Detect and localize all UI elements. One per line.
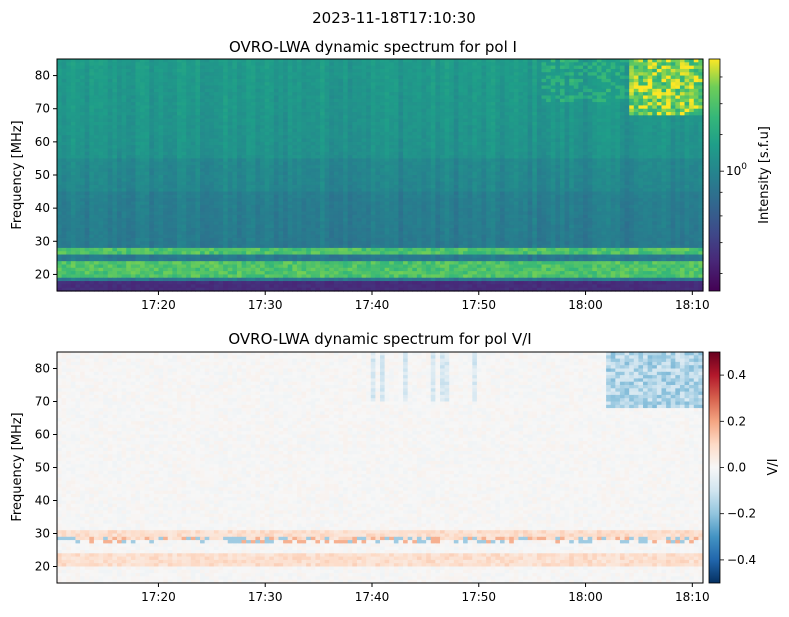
y-tick-label: 60 [35, 135, 50, 149]
colorbar-tick-label: −0.4 [727, 553, 756, 567]
x-tick-label: 18:00 [568, 298, 603, 312]
y-tick-label: 70 [35, 102, 50, 116]
panel-i-ylabel: Frequency [MHz] [10, 120, 25, 229]
y-tick-label: 70 [35, 395, 50, 409]
x-tick-label: 17:30 [248, 298, 283, 312]
y-tick-label: 30 [35, 527, 50, 541]
y-tick-label: 30 [35, 234, 50, 248]
x-tick-label: 18:10 [675, 298, 710, 312]
x-tick-label: 17:50 [461, 298, 496, 312]
figure-suptitle: 2023-11-18T17:10:30 [312, 9, 476, 27]
colorbar-vi-label: V/I [766, 458, 781, 475]
heatmap-stokes-i [57, 59, 704, 292]
y-tick-label: 60 [35, 428, 50, 442]
panel-vi-title: OVRO-LWA dynamic spectrum for pol V/I [228, 330, 531, 348]
panel-stokes-v-over-i: OVRO-LWA dynamic spectrum for pol V/I 17… [10, 330, 781, 604]
x-tick-label: 17:30 [248, 590, 283, 604]
panel-i-title: OVRO-LWA dynamic spectrum for pol I [229, 38, 517, 56]
colorbar-ticks-i: 100 [720, 76, 747, 274]
heatmap-v-over-i [57, 352, 704, 584]
colorbar-i [708, 58, 721, 292]
colorbar-i-label: Intensity [s.f.u] [757, 126, 772, 224]
x-tick-label: 17:20 [141, 590, 176, 604]
axis-ticks-vi: 17:20 17:30 17:40 17:50 18:00 18:10 20 30 40 50 60… [35, 362, 710, 605]
colorbar-ticks-vi: 0.4 0.2 0.0 −0.2 −0.4 [720, 368, 756, 567]
y-tick-label: 20 [35, 267, 50, 281]
colorbar-tick-label: 0.4 [727, 368, 746, 382]
x-tick-label: 18:10 [675, 590, 710, 604]
y-tick-label: 80 [35, 362, 50, 376]
axis-ticks-i: 17:20 17:30 17:40 17:50 18:00 18:10 20 30 40 50 60… [35, 69, 710, 312]
colorbar-tick-label: 0.0 [727, 461, 746, 475]
x-tick-label: 17:20 [141, 298, 176, 312]
colorbar-tick-label: −0.2 [727, 507, 756, 521]
y-tick-label: 40 [35, 494, 50, 508]
y-tick-label: 40 [35, 201, 50, 215]
panel-vi-ylabel: Frequency [MHz] [10, 412, 25, 521]
colorbar-vi [708, 351, 721, 584]
y-tick-label: 20 [35, 560, 50, 574]
panel-stokes-i: OVRO-LWA dynamic spectrum for pol I 17:2… [10, 38, 772, 312]
x-tick-label: 17:40 [355, 298, 390, 312]
colorbar-tick-label: 100 [726, 162, 747, 178]
colorbar-tick-label: 0.2 [727, 414, 746, 428]
y-tick-label: 50 [35, 461, 50, 475]
x-tick-label: 17:40 [355, 590, 390, 604]
x-tick-label: 17:50 [461, 590, 496, 604]
y-tick-label: 80 [35, 69, 50, 83]
x-tick-label: 18:00 [568, 590, 603, 604]
y-tick-label: 50 [35, 168, 50, 182]
